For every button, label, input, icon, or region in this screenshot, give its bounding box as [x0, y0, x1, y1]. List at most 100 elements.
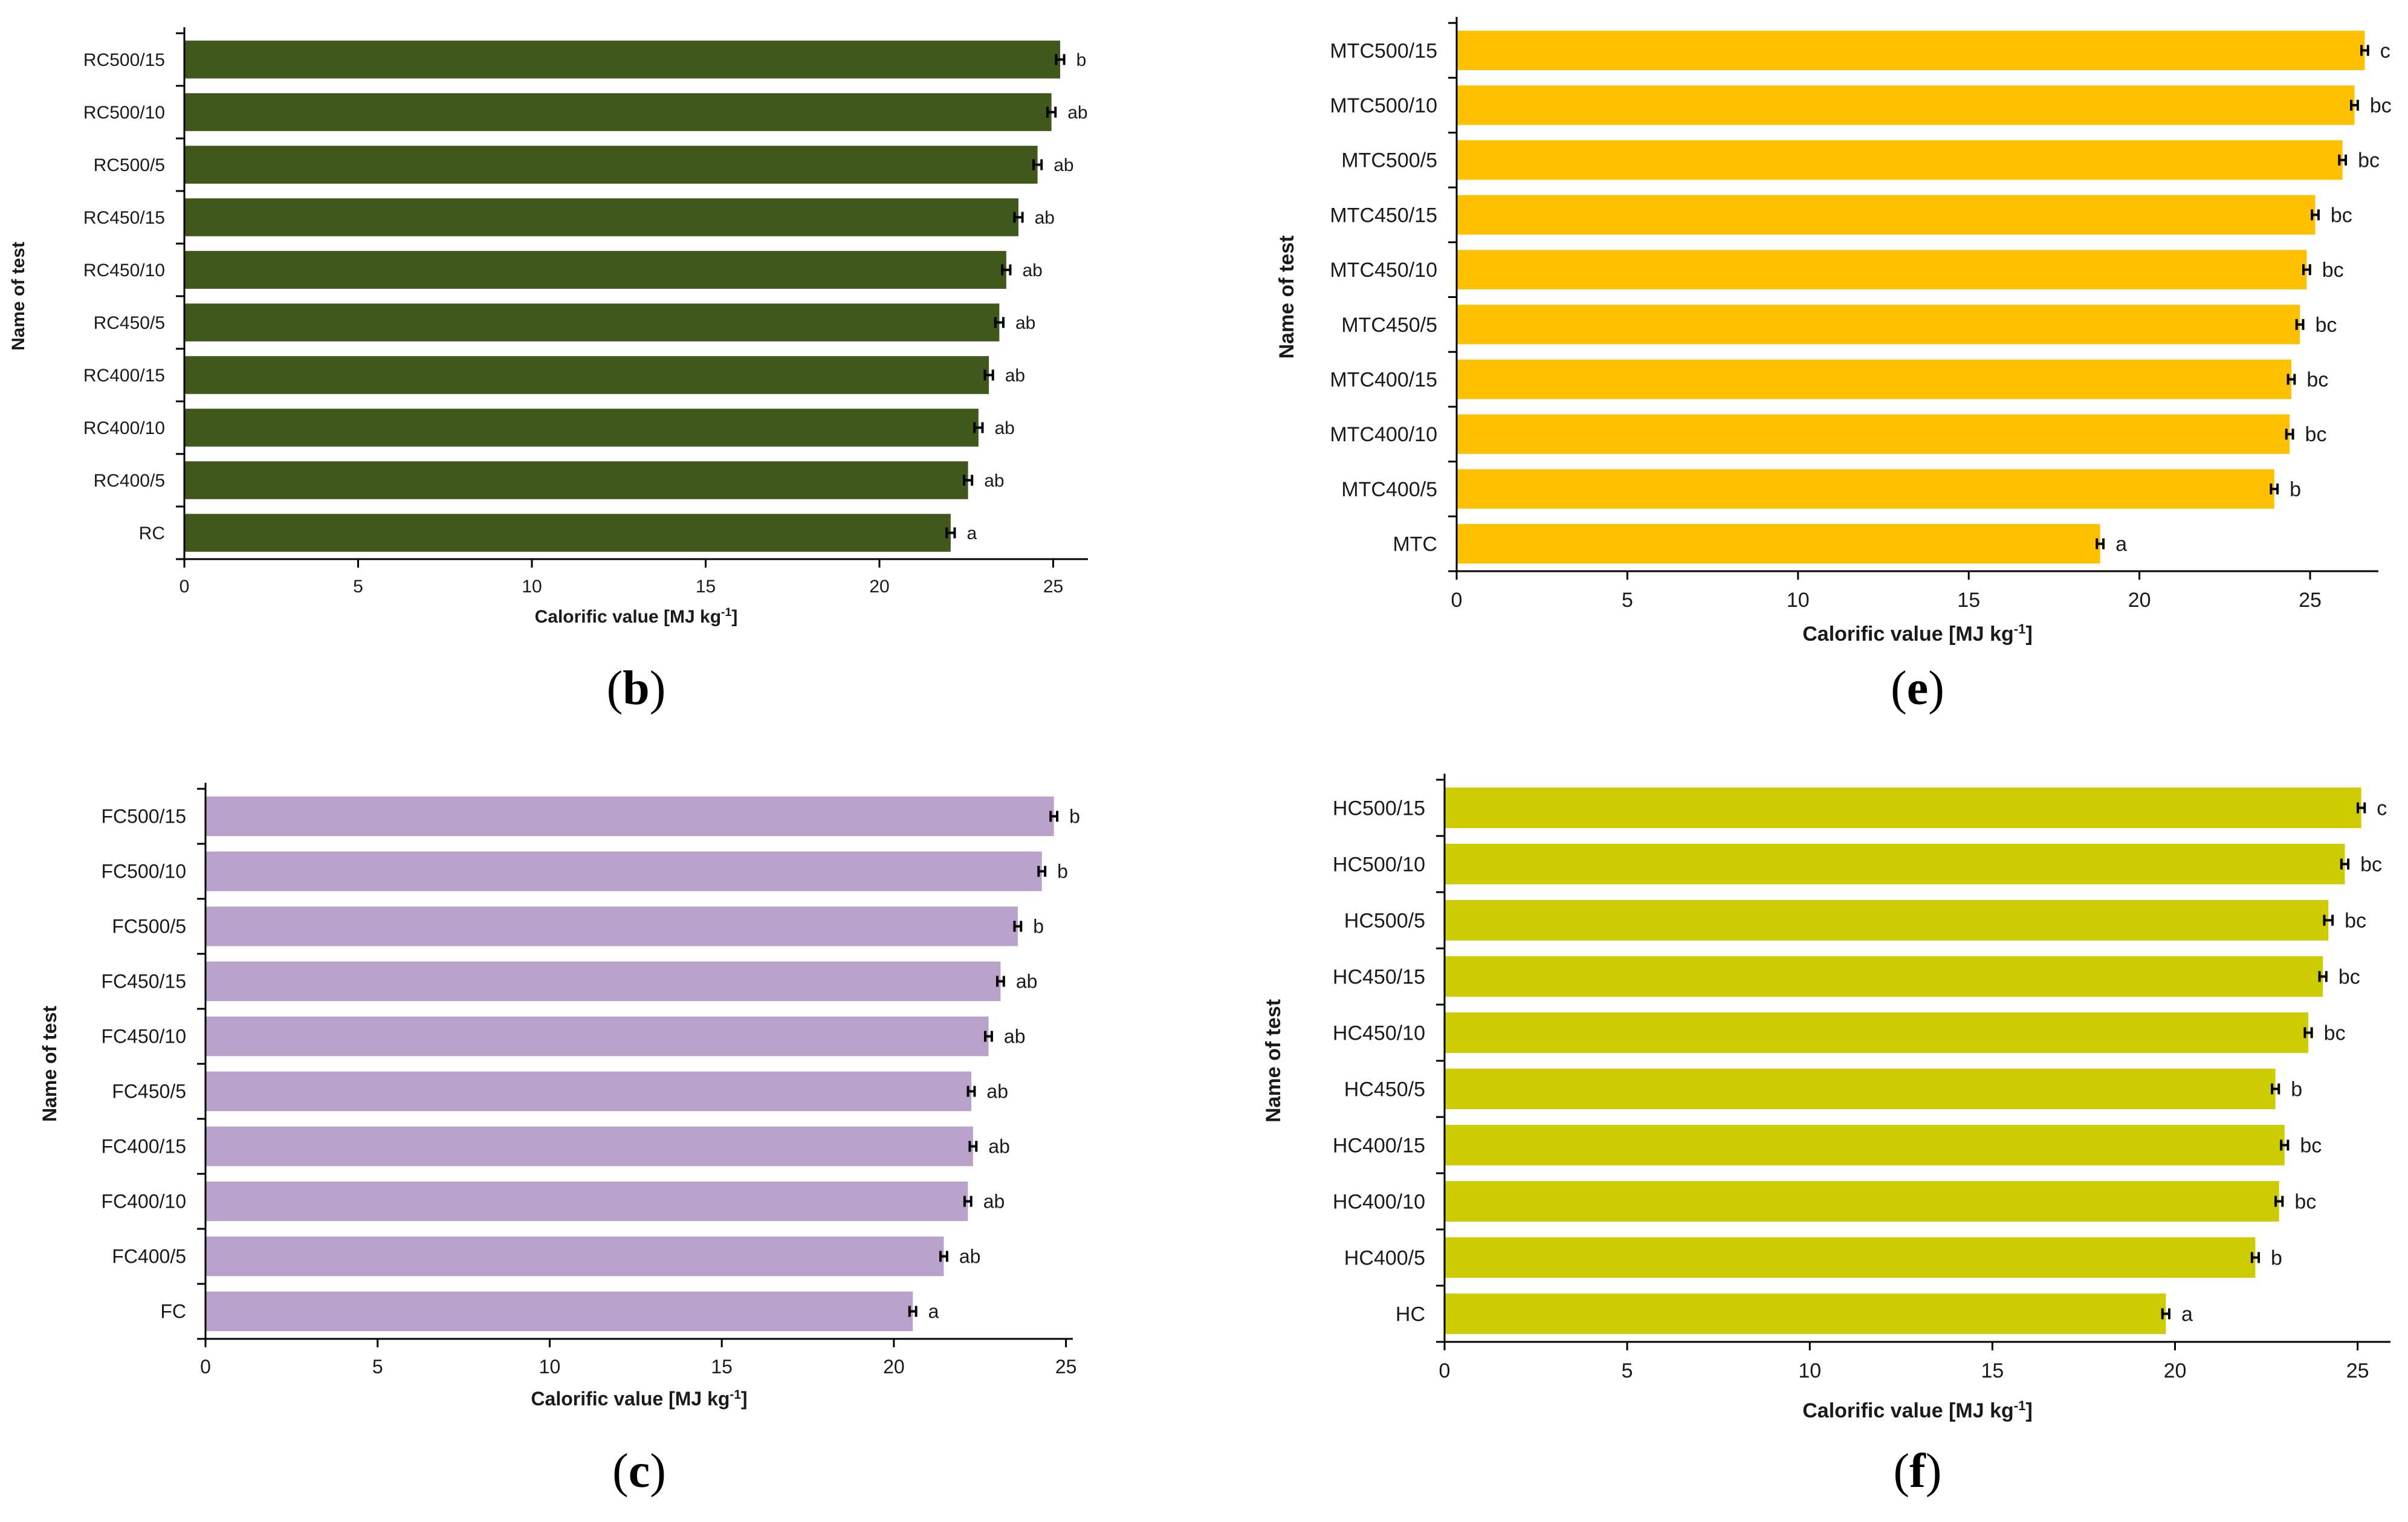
significance-letter: ab [1067, 103, 1087, 123]
category-label: HC450/5 [1344, 1078, 1425, 1101]
error-bar [2350, 100, 2359, 111]
category-label: MTC400/5 [1341, 478, 1437, 501]
category-label: FC400/5 [112, 1246, 186, 1268]
x-tick-label: 0 [200, 1356, 211, 1378]
category-label: HC400/5 [1344, 1246, 1425, 1269]
error-bar [1049, 811, 1059, 822]
significance-letter: b [1076, 50, 1087, 70]
panel-label: (c) [612, 1445, 666, 1498]
category-label: HC500/5 [1344, 909, 1425, 932]
bar-mtc400-10 [1457, 414, 2290, 454]
significance-letter: bc [2370, 94, 2392, 117]
error-bar [2323, 915, 2334, 926]
category-label: FC500/5 [112, 916, 186, 937]
error-bar [945, 527, 956, 539]
category-label: HC400/15 [1333, 1134, 1425, 1157]
panel-label: (f) [1894, 1445, 1942, 1498]
category-label: RC400/15 [83, 366, 165, 386]
x-tick-label: 25 [1043, 577, 1063, 597]
x-tick-label: 10 [1798, 1359, 1821, 1382]
error-bar [968, 1141, 978, 1152]
category-label: RC [139, 523, 165, 543]
bar-rc500-15 [184, 40, 1060, 79]
category-label: FC450/5 [112, 1081, 186, 1103]
bar-hc400-15 [1445, 1125, 2285, 1165]
panel-label: (b) [607, 662, 666, 715]
significance-letter: a [966, 523, 977, 543]
x-tick-label: 0 [1451, 589, 1463, 612]
x-tick-label: 25 [2346, 1359, 2369, 1382]
x-axis-title-close: ] [731, 607, 737, 627]
category-label: MTC500/5 [1341, 149, 1437, 172]
x-tick-label: 15 [711, 1356, 733, 1378]
category-label: HC500/10 [1333, 853, 1425, 876]
bar-rc400-10 [184, 409, 979, 447]
category-label: MTC500/10 [1330, 94, 1437, 117]
bar-mtc450-5 [1457, 305, 2300, 345]
error-bar [1013, 921, 1023, 932]
significance-letter: bc [2338, 965, 2360, 988]
y-axis-title: Name of test [1262, 999, 1285, 1122]
x-axis-title: Calorific value [MJ kg-1] [1802, 1398, 2033, 1423]
x-axis-title-sup: -1 [730, 1388, 741, 1402]
significance-letter: bc [2315, 314, 2337, 337]
bar-mtc500-10 [1457, 85, 2355, 125]
error-bar [983, 369, 994, 381]
bar-hc400-10 [1445, 1181, 2279, 1222]
bar-rc450-5 [184, 303, 1000, 342]
significance-letter: bc [2358, 149, 2380, 172]
error-bar [908, 1306, 918, 1317]
category-label: RC450/10 [83, 261, 165, 280]
significance-letter: bc [2331, 204, 2352, 227]
x-axis-title-text: Calorific value [MJ kg [531, 1388, 730, 1410]
error-bar [1055, 54, 1066, 65]
bar-hc450-5 [1445, 1069, 2276, 1109]
category-label: FC500/15 [101, 806, 186, 827]
y-axis-title: Name of test [8, 242, 28, 351]
category-label: FC450/10 [101, 1026, 186, 1048]
significance-letter: ab [984, 471, 1004, 491]
bar-rc [184, 514, 951, 552]
bar-hc450-10 [1445, 1012, 2309, 1053]
bar-rc400-5 [184, 461, 968, 499]
significance-letter: b [1069, 806, 1080, 827]
error-bar [2318, 971, 2328, 982]
bar-mtc450-15 [1457, 195, 2316, 235]
error-bar [1037, 866, 1047, 877]
error-bar [2340, 858, 2350, 870]
bar-rc450-10 [184, 251, 1006, 289]
significance-letter: b [1057, 861, 1068, 882]
category-label: HC450/10 [1333, 1022, 1425, 1044]
significance-letter: bc [2322, 259, 2344, 282]
error-bar [2360, 45, 2369, 56]
error-bar [2271, 1083, 2280, 1095]
category-label: MTC400/15 [1330, 368, 1437, 391]
bar-rc500-5 [184, 146, 1038, 184]
error-bar [994, 317, 1005, 328]
category-label: RC500/15 [83, 50, 165, 70]
significance-letter: ab [1004, 1026, 1026, 1048]
x-tick-label: 25 [1055, 1356, 1077, 1378]
significance-letter: ab [1022, 261, 1042, 280]
x-tick-label: 20 [2164, 1359, 2187, 1382]
bar-mtc500-15 [1457, 30, 2365, 71]
significance-letter: bc [2300, 1134, 2322, 1157]
category-label: RC500/5 [94, 155, 165, 175]
error-bar [2250, 1252, 2261, 1263]
significance-letter: ab [1016, 971, 1038, 993]
x-axis-title-text: Calorific value [MJ kg [1802, 623, 2014, 646]
bar-mtc450-10 [1457, 250, 2307, 290]
bar-hc400-5 [1445, 1237, 2256, 1278]
x-axis-title-close: ] [741, 1388, 748, 1410]
x-tick-label: 25 [2299, 589, 2322, 612]
x-tick-label: 15 [1957, 589, 1980, 612]
bar-fc450-10 [206, 1016, 989, 1057]
category-label: FC500/10 [101, 861, 186, 882]
bar-fc450-15 [206, 961, 1001, 1002]
panel-letter: c [629, 1445, 650, 1498]
x-axis-title-close: ] [2025, 1399, 2032, 1422]
error-bar [2302, 264, 2311, 276]
bar-fc [206, 1291, 913, 1332]
error-bar [2338, 154, 2348, 166]
bar-rc400-15 [184, 356, 989, 394]
